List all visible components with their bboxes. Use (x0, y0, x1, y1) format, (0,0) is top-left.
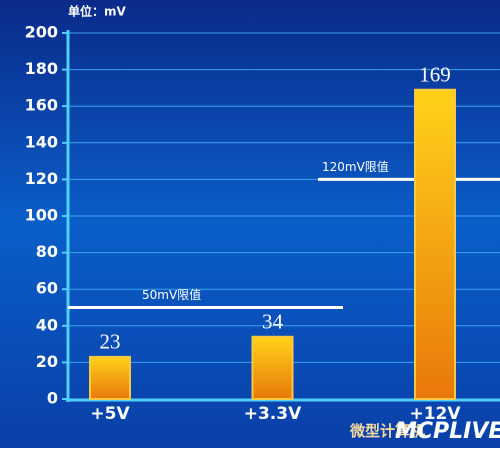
watermark: MCPLIVE (395, 419, 500, 444)
y-tick-label: 140 (25, 132, 58, 151)
watermark: 微型计算机 (349, 422, 425, 440)
reference-label: 50mV限值 (142, 287, 201, 302)
y-tick-label: 0 (47, 389, 58, 408)
y-tick-label: 120 (25, 169, 58, 188)
y-tick-label: 160 (25, 96, 58, 115)
y-tick-label: 200 (25, 23, 58, 42)
x-tick-label: +12V (409, 404, 461, 424)
bar (414, 88, 456, 400)
y-tick-label: 20 (36, 352, 58, 371)
y-tick-label: 180 (25, 59, 58, 78)
bar (251, 335, 294, 400)
y-tick-label: 80 (36, 242, 58, 261)
bar (89, 355, 131, 401)
x-tick-label: +5V (90, 404, 130, 424)
y-tick-label: 40 (36, 315, 58, 334)
value-label: 23 (100, 330, 121, 354)
value-label: 169 (419, 63, 451, 87)
value-label: 34 (262, 310, 284, 334)
y-tick-label: 60 (36, 279, 58, 298)
chart-title: 单位：mV (68, 4, 127, 19)
reference-label: 120mV限值 (322, 159, 389, 174)
y-tick-label: 100 (25, 206, 58, 225)
x-tick-label: +3.3V (244, 404, 302, 424)
